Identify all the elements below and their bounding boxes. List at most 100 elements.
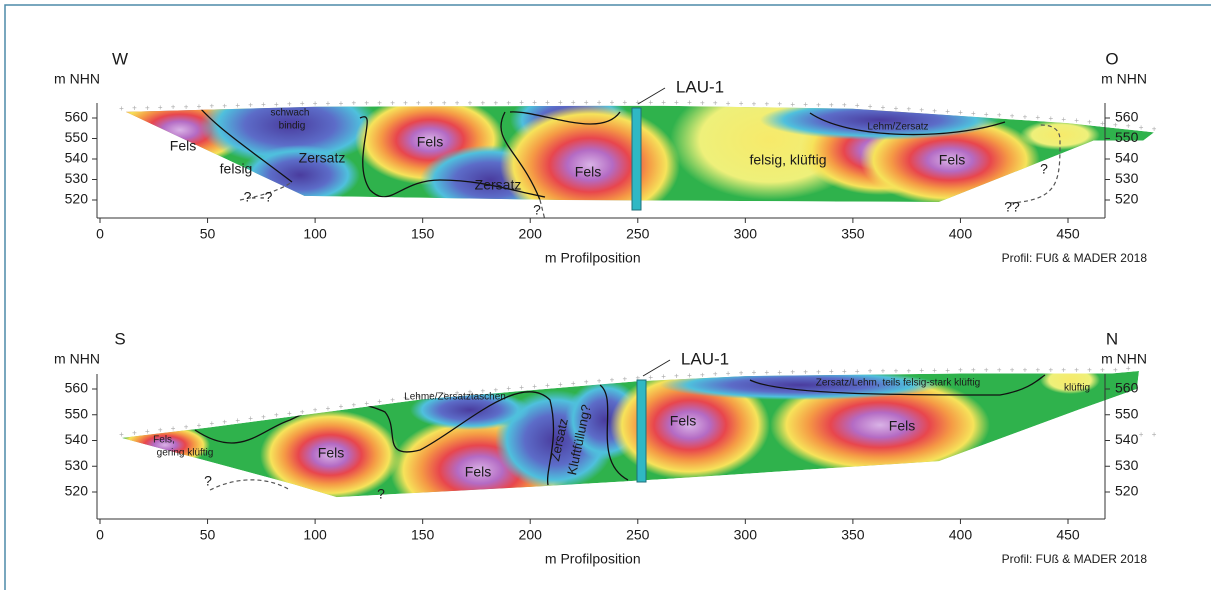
electrode: +	[377, 397, 382, 406]
electrode: +	[855, 101, 860, 110]
y-tick-label: 550	[1115, 129, 1139, 145]
electrode: +	[777, 368, 782, 377]
electrode: +	[119, 430, 124, 439]
annotation: Fels	[670, 413, 696, 429]
electrode: +	[158, 103, 163, 112]
electrode: +	[1152, 430, 1157, 439]
electrode: +	[261, 412, 266, 421]
electrode: +	[545, 381, 550, 390]
electrode: +	[984, 110, 989, 119]
electrode: +	[339, 402, 344, 411]
annotation: felsig	[220, 161, 253, 177]
boundary-line	[809, 112, 1006, 136]
electrode: +	[493, 98, 498, 107]
electrode: +	[1087, 118, 1092, 127]
electrode: +	[829, 101, 834, 110]
electrode: +	[635, 373, 640, 382]
electrode: +	[919, 366, 924, 375]
electrode: +	[274, 411, 279, 420]
well-label: LAU-1	[676, 77, 724, 96]
electrode: +	[222, 101, 227, 110]
electrode: +	[364, 99, 369, 108]
y-tick-label: 540	[65, 431, 89, 447]
well-leader	[642, 359, 671, 377]
electrode: +	[1113, 120, 1118, 129]
electrode: +	[235, 101, 240, 110]
electrode: +	[351, 99, 356, 108]
electrode: +	[1074, 366, 1079, 375]
electrode: +	[1126, 122, 1131, 131]
electrode: +	[674, 98, 679, 107]
y-tick-label: 530	[65, 170, 89, 186]
electrode: +	[287, 100, 292, 109]
electrode: +	[1048, 114, 1053, 123]
electrode: +	[197, 102, 202, 111]
electrode: +	[868, 367, 873, 376]
uncertain-boundary	[209, 479, 291, 491]
y-tick-label: 540	[1115, 431, 1139, 447]
electrode: +	[597, 98, 602, 107]
electrode: +	[584, 378, 589, 387]
electrode: +	[1036, 366, 1041, 375]
electrode: +	[571, 379, 576, 388]
electrode: +	[971, 366, 976, 375]
electrode: +	[171, 424, 176, 433]
y-tick-label: 560	[1115, 380, 1139, 396]
resistivity-zone	[260, 410, 400, 498]
electrode: +	[842, 367, 847, 376]
annotation: Zersatz	[475, 177, 522, 193]
electrode: +	[687, 98, 692, 107]
electrode: +	[506, 384, 511, 393]
electrode: +	[623, 98, 628, 107]
direction-left: S	[114, 329, 125, 348]
x-tick-label: 150	[411, 527, 435, 543]
y-tick-label: 550	[1115, 405, 1139, 421]
well	[631, 107, 642, 211]
electrode: +	[197, 421, 202, 430]
electrode: +	[313, 406, 318, 415]
electrode: +	[881, 103, 886, 112]
electrode: +	[532, 382, 537, 391]
x-tick-label: 200	[519, 527, 543, 543]
electrode: +	[455, 98, 460, 107]
annotation: ?	[204, 473, 212, 489]
y-tick-label: 540	[1115, 150, 1139, 166]
electrode: +	[687, 371, 692, 380]
profile-panel: + + + + + + + + + + + + + + + + + + + + + + + + + + + + + + + + + + + + + + + +…	[54, 49, 1157, 265]
electrode: +	[429, 391, 434, 400]
electrode: +	[906, 105, 911, 114]
electrode: +	[403, 394, 408, 403]
electrode: +	[468, 387, 473, 396]
electrode: +	[545, 98, 550, 107]
electrode: +	[610, 376, 615, 385]
electrode: +	[997, 366, 1002, 375]
electrode: +	[648, 98, 653, 107]
y-tick-label: 550	[65, 405, 89, 421]
y-tick-label: 520	[1115, 191, 1139, 207]
electrode: +	[390, 395, 395, 404]
electrode: +	[623, 374, 628, 383]
unit-left: m NHN	[54, 71, 100, 87]
electrode: +	[390, 99, 395, 108]
electrode: +	[803, 100, 808, 109]
electrode: +	[713, 370, 718, 379]
boundary-line	[194, 391, 555, 486]
electrode: +	[248, 414, 253, 423]
electrode: +	[816, 367, 821, 376]
x-tick-label: 200	[519, 226, 543, 242]
electrode: +	[184, 422, 189, 431]
y-tick-label: 550	[65, 129, 89, 145]
boundary-line	[509, 111, 621, 125]
uncertain-boundary	[1009, 124, 1061, 204]
annotation: Fels	[575, 164, 601, 180]
electrode: +	[558, 380, 563, 389]
electrode: +	[532, 98, 537, 107]
electrode: +	[261, 100, 266, 109]
x-tick-label: 100	[303, 527, 327, 543]
x-tick-label: 450	[1056, 527, 1080, 543]
electrode: +	[842, 101, 847, 110]
y-tick-label: 520	[65, 483, 89, 499]
electrode: +	[1152, 124, 1157, 133]
electrode: +	[403, 99, 408, 108]
